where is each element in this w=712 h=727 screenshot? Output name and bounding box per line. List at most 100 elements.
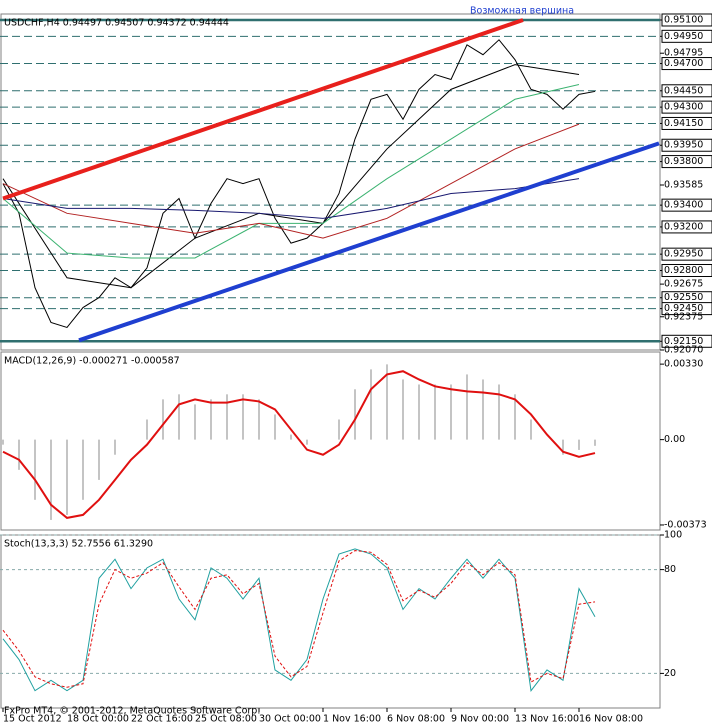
y-tick-label: 0.92070 [664,345,703,356]
macd-bar [418,384,420,440]
series-line [2,178,580,219]
x-tick-label: 9 Nov 00:00 [451,714,509,725]
macd-bar [578,439,580,450]
macd-bar [178,394,180,440]
macd-bar [50,439,52,520]
x-tick-label: 18 Oct 00:00 [67,714,129,725]
y-tick-label: 20 [664,668,676,679]
level-label-box [661,220,712,234]
level-label-box [661,302,712,316]
y-tick-label: -0.00373 [664,519,707,530]
macd-bar [466,374,468,440]
macd-bar [66,439,68,515]
level-label-box [661,84,712,98]
level-label-box [661,334,712,348]
macd-bar [98,439,100,480]
macd-bar [210,399,212,440]
macd-bar [194,404,196,440]
macd-bar [354,389,356,440]
panel-title: USDCHF,H4 0.94497 0.94507 0.94372 0.9444… [4,18,229,29]
macd-bar [306,439,308,445]
y-tick-label: 0.92950 [664,249,703,260]
level-label-box [661,138,712,152]
macd-bar [274,414,276,440]
x-tick-label: 22 Oct 16:00 [131,714,193,725]
level-label-box [661,155,712,169]
x-tick-label: 16 Nov 08:00 [579,714,643,725]
x-tick-label: 13 Nov 16:00 [515,714,579,725]
y-tick-label: 0.92450 [664,303,703,314]
series-line [2,550,596,688]
panel-frame [0,351,661,531]
x-tick-label: 1 Nov 16:00 [323,714,381,725]
y-tick-label: 0.94950 [664,31,703,42]
macd-bar [34,439,36,500]
level-label-box [661,116,712,130]
series-line [2,548,596,692]
y-tick-label: 0.94450 [664,85,703,96]
macd-bar [434,384,436,440]
y-tick-label: 100 [664,530,682,541]
series-line [2,83,580,259]
annotation: Возможная вершина [470,6,574,17]
level-label-box [661,100,712,114]
macd-bar [338,419,340,440]
y-tick-label: 0.93200 [664,221,703,232]
x-tick-label: 15 Oct 2012 [3,714,62,725]
macd-bar [498,384,500,440]
y-tick-label: 0.92800 [664,265,703,276]
level-label-box [661,263,712,277]
y-tick-label: 80 [664,564,676,575]
level-label-box [661,29,712,43]
panel-frame [0,13,661,351]
y-tick-label: 0.93400 [664,200,703,211]
y-tick-label: 0.94795 [664,48,703,59]
macd-bar [242,394,244,440]
y-tick-label: 0.93585 [664,179,703,190]
level-label-box [661,57,712,71]
macd-bar [386,364,388,440]
macd-bar [562,439,564,455]
y-tick-label: 0.92550 [664,292,703,303]
y-tick-label: 0.92675 [664,279,703,290]
y-tick-label: 0.95100 [664,14,703,25]
level-label-box [661,198,712,212]
footer: FxPro MT4, © 2001-2012, MetaQuotes Softw… [4,706,260,717]
series-line [2,39,596,329]
y-tick-label: 0.00 [664,434,685,445]
macd-bar [450,384,452,440]
level-label-box [661,13,712,27]
level-label-box [661,247,712,261]
series-line [2,64,580,289]
panel-title: MACD(12,26,9) -0.000271 -0.000587 [4,356,180,367]
y-tick-label: 0.93800 [664,156,703,167]
macd-bar [514,394,516,440]
signal-line [2,370,596,519]
macd-bar [146,419,148,440]
series-line [2,123,580,239]
macd-bar [258,399,260,440]
macd-bar [370,369,372,440]
macd-bar [594,439,596,446]
macd-bar [402,379,404,440]
y-tick-label: 0.93950 [664,140,703,151]
series-line [78,141,660,343]
macd-bar [482,379,484,440]
panel-title: Stoch(13,3,3) 52.7556 61.3290 [4,539,153,550]
y-tick-label: 0.94150 [664,118,703,129]
y-tick-label: 0.92150 [664,336,703,347]
macd-bar [114,439,116,455]
macd-bar [530,419,532,440]
x-tick-label: 30 Oct 00:00 [259,714,321,725]
y-tick-label: 0.94300 [664,102,703,113]
macd-bar [18,439,20,470]
y-tick-label: 0.00330 [664,359,703,370]
y-tick-label: 0.92375 [664,311,703,322]
series-line [2,18,524,201]
macd-bar [162,399,164,440]
macd-bar [82,439,84,500]
macd-bar [226,394,228,440]
macd-bar [2,439,4,445]
